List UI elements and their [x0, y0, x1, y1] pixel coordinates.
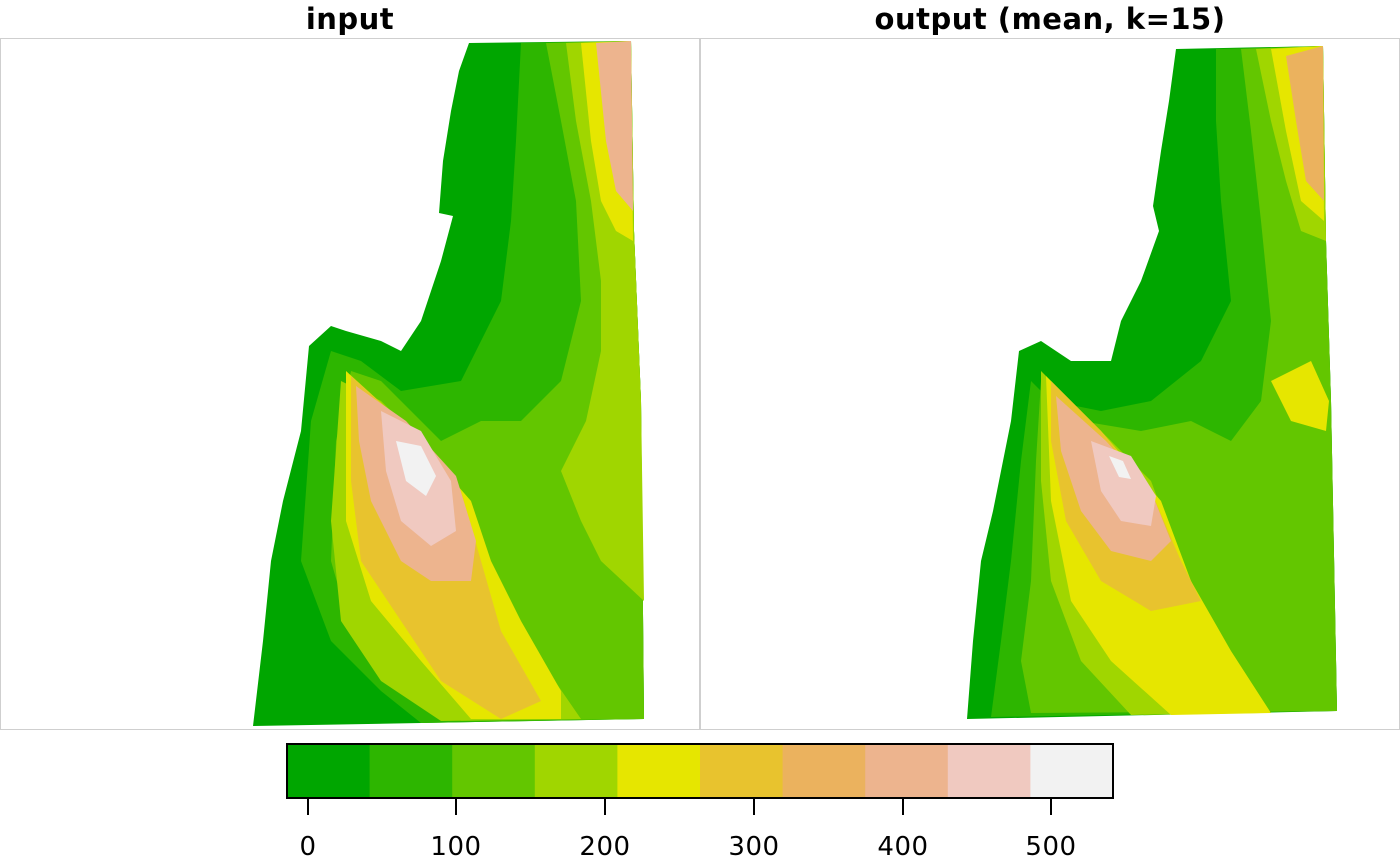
legend-tick-label: 200	[579, 832, 631, 862]
map-panel-input	[0, 38, 700, 730]
legend-tick-label: 0	[299, 832, 317, 862]
panel-title-input: input	[305, 2, 395, 36]
legend-color-swatch	[369, 744, 453, 798]
legend-color-swatch	[865, 744, 949, 798]
band-300	[1286, 46, 1324, 201]
legend-tick-label: 500	[1025, 832, 1077, 862]
legend-tick-label: 100	[430, 832, 482, 862]
legend-color-swatch	[617, 744, 701, 798]
legend-color-swatch	[1030, 744, 1114, 798]
legend-color-swatch	[534, 744, 618, 798]
legend-border	[286, 743, 1114, 799]
band-400	[1091, 441, 1156, 526]
elevation-raster-input	[253, 41, 644, 726]
panel-title-output: output (mean, k=15)	[874, 2, 1226, 36]
legend-color-swatch	[782, 744, 866, 798]
legend-tick-label: 400	[877, 832, 929, 862]
map-panel-output	[700, 38, 1400, 730]
legend-color-swatch	[287, 744, 371, 798]
band-450	[396, 441, 436, 496]
legend-tick-label: 300	[728, 832, 780, 862]
band-450	[1109, 456, 1131, 479]
legend-color-swatch	[700, 744, 784, 798]
band-200-mid	[1271, 361, 1329, 431]
legend-colorbar	[286, 743, 1114, 815]
legend-color-swatch	[947, 744, 1031, 798]
band-350-north	[596, 41, 633, 211]
elevation-raster-output	[967, 46, 1337, 719]
legend-color-swatch	[452, 744, 536, 798]
